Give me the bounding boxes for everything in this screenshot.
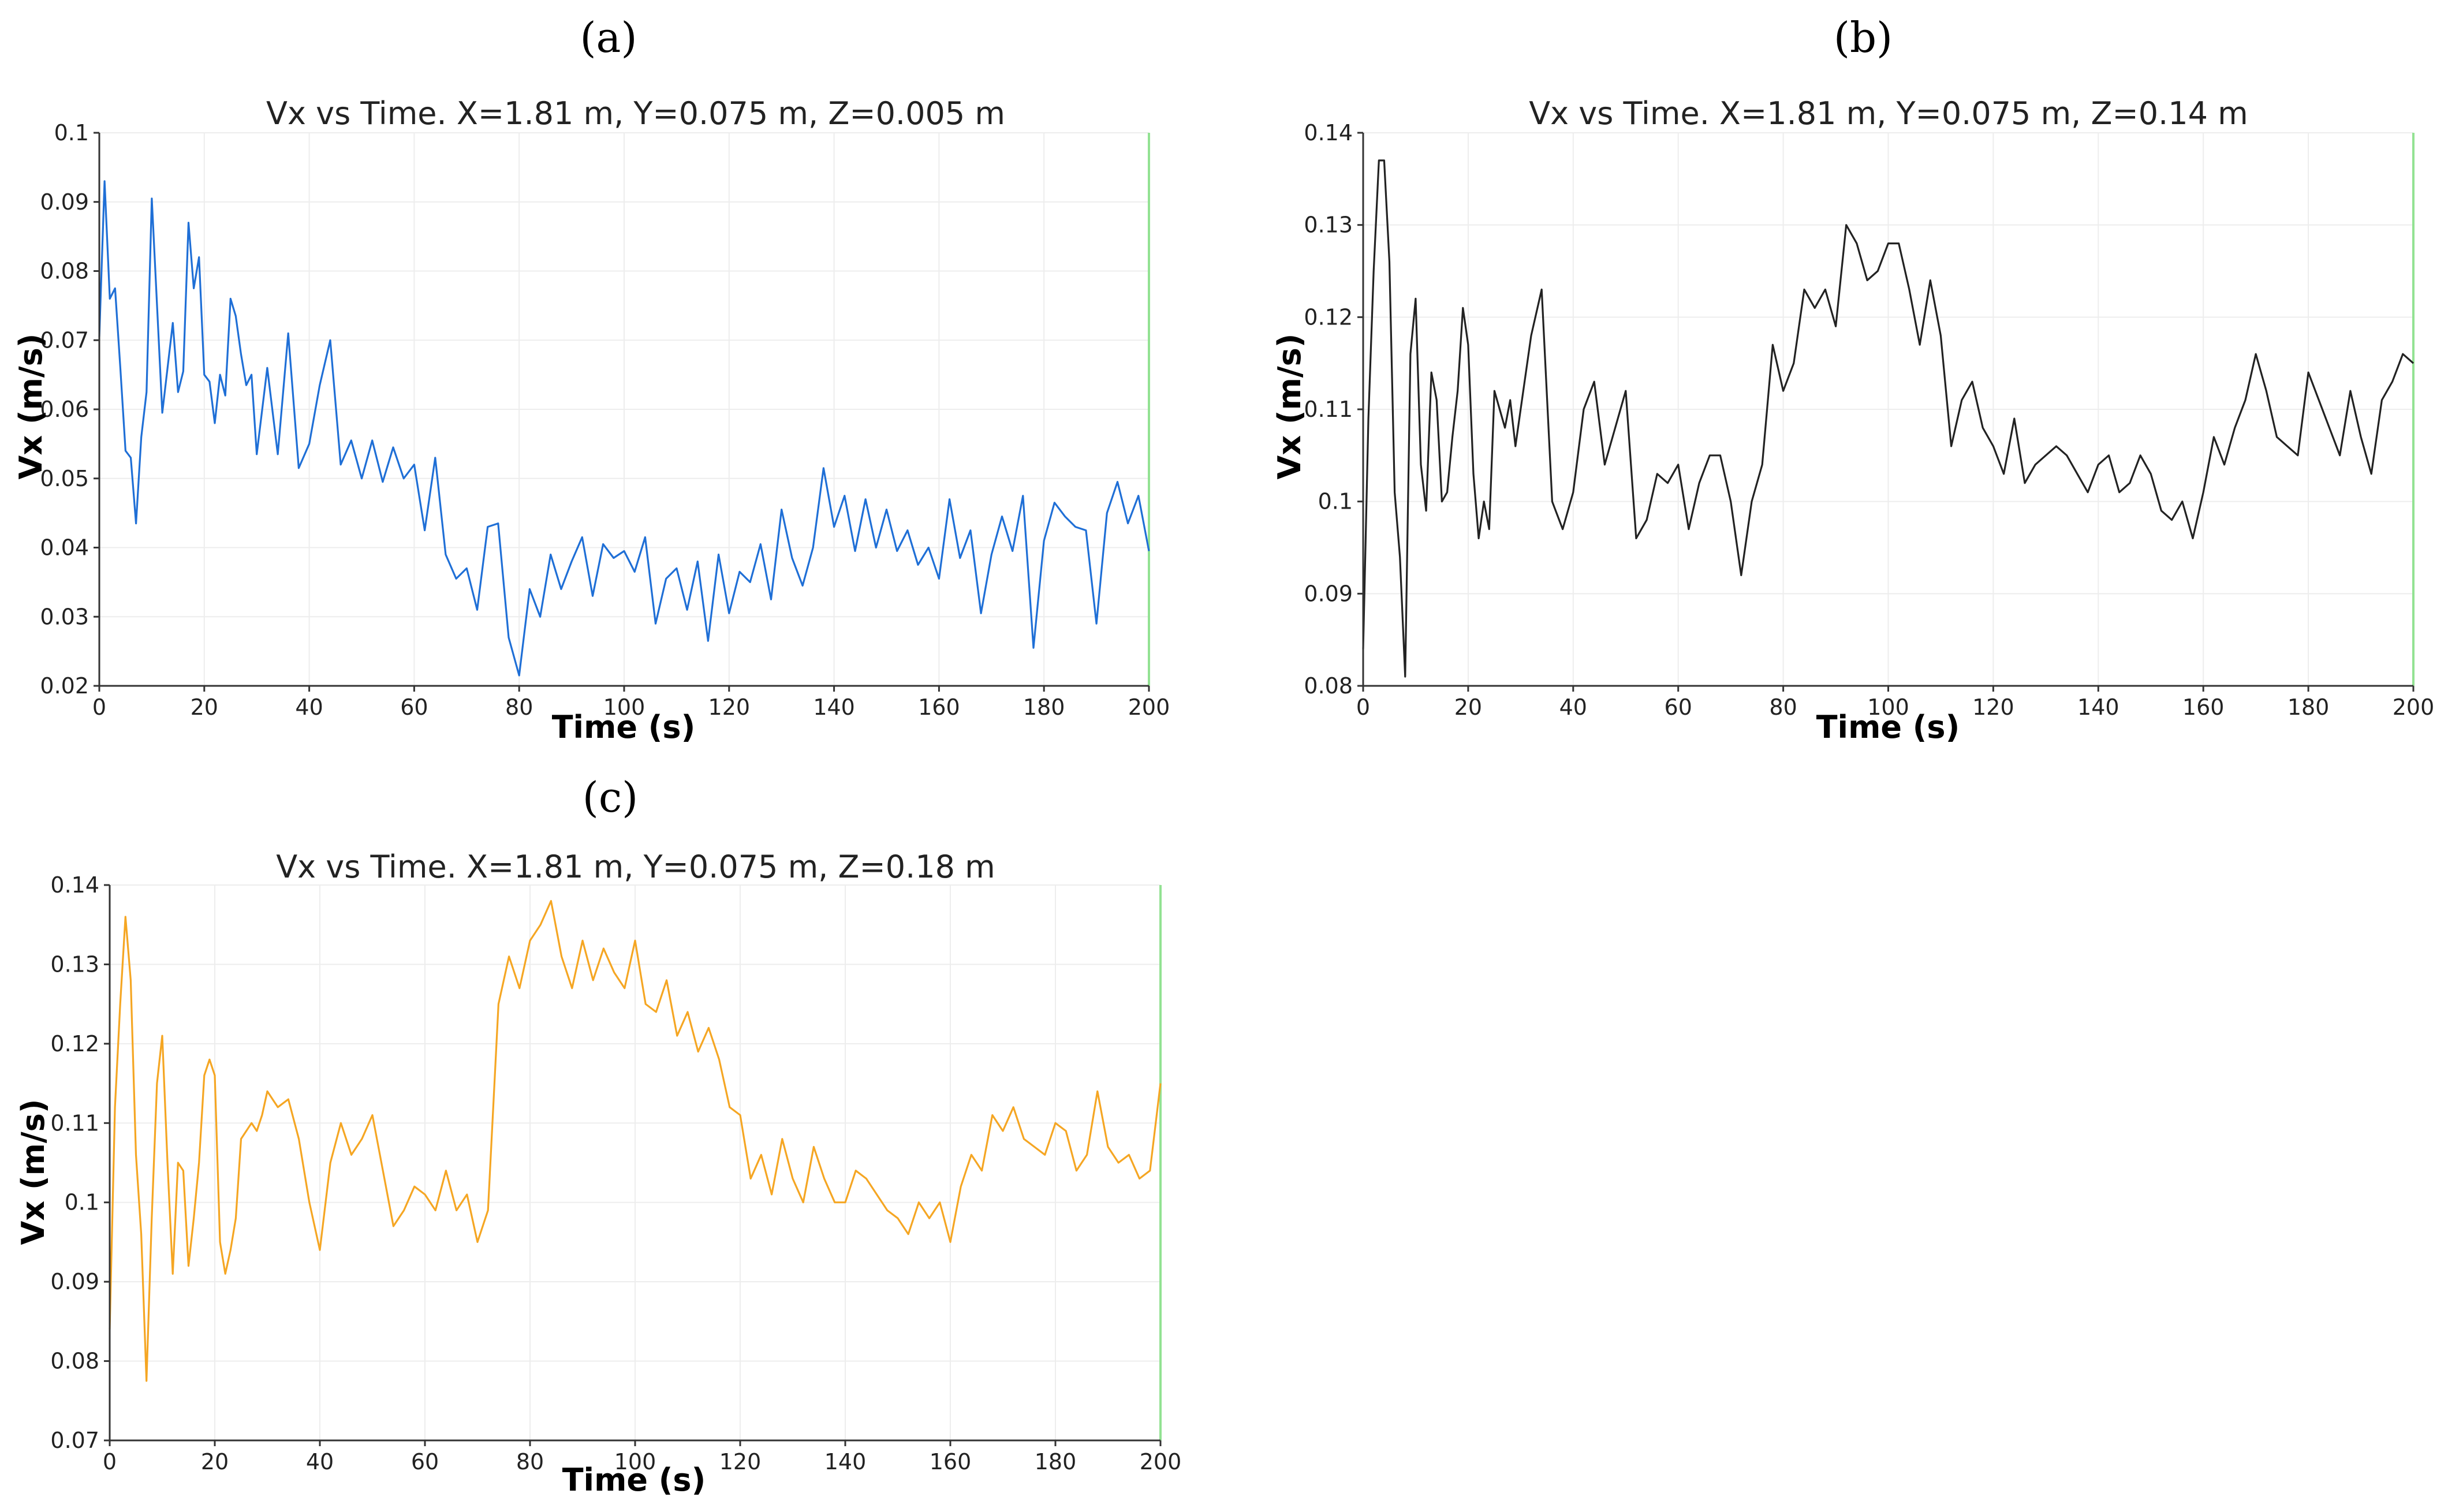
- y-tick-label: 0.04: [40, 535, 89, 561]
- y-tick-label: 0.13: [1304, 212, 1353, 238]
- series-line: [98, 180, 1150, 677]
- x-axis-label: Time (s): [562, 1462, 706, 1498]
- x-tick-label: 0: [1356, 695, 1370, 720]
- x-tick-labels: 0 20 40 60 80 100 120 140 160 180 200: [103, 1449, 1181, 1474]
- y-tick-labels: 0.07 0.08 0.09 0.1 0.11 0.12 0.13 0.14: [50, 872, 99, 1453]
- x-axis-label: Time (s): [1816, 709, 1960, 745]
- series-group: [1362, 133, 2415, 686]
- x-tick-label: 200: [1140, 1449, 1182, 1474]
- x-tick-label: 40: [1559, 695, 1587, 720]
- series-group: [109, 885, 1162, 1440]
- x-tick-label: 20: [191, 695, 218, 720]
- y-tick-label: 0.02: [40, 673, 89, 699]
- x-tick-label: 0: [103, 1449, 117, 1474]
- x-tick-labels: 0 20 40 60 80 100 120 140 160 180 200: [92, 695, 1170, 720]
- chart-title: Vx vs Time. X=1.81 m, Y=0.075 m, Z=0.18 …: [276, 849, 995, 885]
- x-tick-label: 160: [930, 1449, 972, 1474]
- x-tick-label: 40: [295, 695, 323, 720]
- y-tick-labels: 0.02 0.03 0.04 0.05 0.06 0.07 0.08 0.09 0.1: [40, 120, 89, 699]
- x-tick-label: 180: [1023, 695, 1065, 720]
- x-axis-label: Time (s): [552, 709, 696, 745]
- x-tick-label: 60: [1665, 695, 1692, 720]
- y-tick-label: 0.1: [65, 1190, 99, 1215]
- y-axis-label: Vx (m/s): [15, 1099, 51, 1245]
- y-tick-label: 0.13: [50, 951, 99, 977]
- x-tick-label: 20: [201, 1449, 229, 1474]
- axes: [1357, 132, 2415, 692]
- series-line: [109, 899, 1162, 1382]
- x-tick-label: 180: [2287, 695, 2330, 720]
- x-tick-label: 100: [1867, 695, 1909, 720]
- axes: [104, 884, 1162, 1446]
- panel-b: (b) Vx vs Time. X=1.81 m, Y=0.075 m, Z=0…: [1271, 13, 2434, 745]
- x-tick-label: 140: [2077, 695, 2119, 720]
- y-tick-labels: 0.08 0.09 0.1 0.11 0.12 0.13 0.14: [1304, 120, 1353, 699]
- y-tick-label: 0.14: [1304, 120, 1353, 145]
- panel-c: (c) Vx vs Time. X=1.81 m, Y=0.075 m, Z=0…: [15, 773, 1181, 1498]
- y-tick-label: 0.05: [40, 466, 89, 491]
- y-tick-label: 0.11: [1304, 397, 1353, 422]
- y-tick-label: 0.06: [40, 397, 89, 422]
- x-tick-label: 100: [614, 1449, 656, 1474]
- panel-a: (a) Vx vs Time. X=1.81 m, Y=0.075 m, Z=0…: [13, 13, 1170, 745]
- gridlines: [109, 884, 1161, 1441]
- series-group: [98, 133, 1150, 686]
- y-tick-label: 0.1: [1318, 489, 1353, 514]
- chart-title: Vx vs Time. X=1.81 m, Y=0.075 m, Z=0.14 …: [1529, 95, 2248, 132]
- panel-label: (c): [583, 773, 639, 822]
- y-tick-label: 0.08: [40, 259, 89, 284]
- x-tick-label: 120: [1972, 695, 2014, 720]
- y-tick-label: 0.14: [50, 872, 99, 898]
- x-tick-labels: 0 20 40 60 80 100 120 140 160 180 200: [1356, 695, 2434, 720]
- x-tick-label: 60: [400, 695, 428, 720]
- x-tick-label: 60: [411, 1449, 439, 1474]
- y-tick-label: 0.07: [40, 327, 89, 353]
- chart-title: Vx vs Time. X=1.81 m, Y=0.075 m, Z=0.005…: [266, 95, 1005, 132]
- x-tick-label: 80: [505, 695, 533, 720]
- x-tick-label: 180: [1035, 1449, 1077, 1474]
- y-tick-label: 0.08: [1304, 673, 1353, 699]
- y-tick-label: 0.11: [50, 1110, 99, 1136]
- x-tick-label: 120: [708, 695, 751, 720]
- x-tick-label: 160: [2182, 695, 2225, 720]
- panel-label: (b): [1834, 13, 1893, 62]
- y-tick-label: 0.09: [50, 1269, 99, 1294]
- x-tick-label: 140: [824, 1449, 867, 1474]
- x-tick-label: 40: [306, 1449, 334, 1474]
- y-axis-label: Vx (m/s): [13, 334, 49, 480]
- x-tick-label: 200: [1128, 695, 1170, 720]
- y-tick-label: 0.1: [54, 120, 89, 145]
- x-tick-label: 200: [2393, 695, 2435, 720]
- x-tick-label: 80: [1769, 695, 1797, 720]
- x-tick-label: 140: [813, 695, 855, 720]
- y-tick-label: 0.12: [50, 1031, 99, 1056]
- axes: [94, 132, 1150, 692]
- y-tick-label: 0.03: [40, 604, 89, 629]
- x-tick-label: 80: [516, 1449, 544, 1474]
- y-tick-label: 0.09: [40, 189, 89, 215]
- gridlines: [99, 132, 1150, 686]
- series-line: [1362, 159, 2415, 678]
- y-tick-label: 0.08: [50, 1349, 99, 1374]
- y-tick-label: 0.09: [1304, 581, 1353, 606]
- panel-label: (a): [580, 13, 637, 62]
- y-tick-label: 0.12: [1304, 304, 1353, 330]
- x-tick-label: 160: [918, 695, 960, 720]
- x-tick-label: 20: [1454, 695, 1482, 720]
- y-axis-label: Vx (m/s): [1271, 334, 1308, 480]
- x-tick-label: 0: [92, 695, 106, 720]
- x-tick-label: 100: [603, 695, 645, 720]
- x-tick-label: 120: [719, 1449, 762, 1474]
- y-tick-label: 0.07: [50, 1428, 99, 1453]
